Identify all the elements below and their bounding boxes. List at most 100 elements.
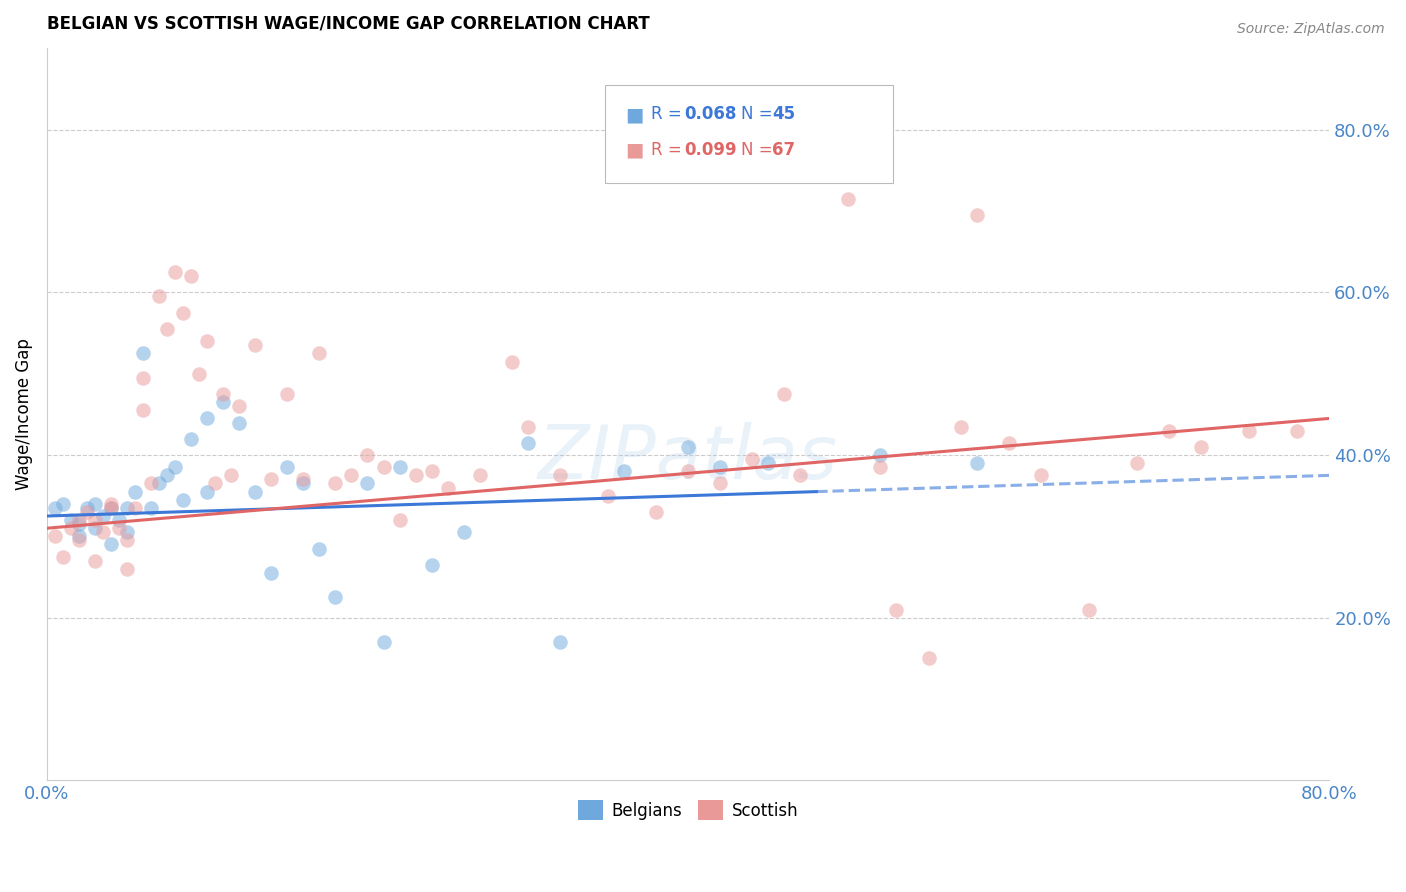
Point	[356, 448, 378, 462]
Point	[91, 508, 114, 523]
Point	[100, 497, 122, 511]
Point	[676, 440, 699, 454]
Point	[115, 500, 138, 515]
Point	[100, 537, 122, 551]
Point	[917, 651, 939, 665]
Text: R =: R =	[651, 105, 688, 123]
Point	[139, 476, 162, 491]
Point	[1157, 424, 1180, 438]
Point	[67, 529, 90, 543]
Text: N =: N =	[741, 141, 778, 159]
Point	[124, 500, 146, 515]
Point	[165, 460, 187, 475]
Point	[100, 500, 122, 515]
Point	[1126, 456, 1149, 470]
Point	[156, 322, 179, 336]
Point	[245, 338, 267, 352]
Point	[886, 602, 908, 616]
Point	[789, 468, 811, 483]
Point	[869, 448, 891, 462]
Point	[204, 476, 226, 491]
Text: 0.099: 0.099	[685, 141, 737, 159]
Point	[44, 529, 66, 543]
Point	[420, 558, 443, 572]
Point	[260, 472, 283, 486]
Point	[91, 525, 114, 540]
Point	[67, 533, 90, 548]
Point	[228, 416, 250, 430]
Point	[148, 289, 170, 303]
Point	[84, 513, 107, 527]
Point	[276, 387, 298, 401]
Point	[756, 456, 779, 470]
Point	[308, 541, 330, 556]
Point	[156, 468, 179, 483]
Point	[292, 472, 315, 486]
Point	[340, 468, 363, 483]
Text: BELGIAN VS SCOTTISH WAGE/INCOME GAP CORRELATION CHART: BELGIAN VS SCOTTISH WAGE/INCOME GAP CORR…	[46, 15, 650, 33]
Point	[516, 435, 538, 450]
Point	[84, 497, 107, 511]
Text: 67: 67	[772, 141, 794, 159]
Point	[548, 468, 571, 483]
Text: 0.068: 0.068	[685, 105, 737, 123]
Point	[52, 497, 75, 511]
Point	[132, 346, 155, 360]
Point	[132, 403, 155, 417]
Point	[966, 456, 988, 470]
Point	[405, 468, 427, 483]
Text: ZIPatlas: ZIPatlas	[538, 422, 838, 494]
Point	[949, 419, 972, 434]
Point	[436, 481, 458, 495]
Point	[84, 521, 107, 535]
Point	[1189, 440, 1212, 454]
Point	[108, 513, 131, 527]
Point	[195, 334, 218, 348]
Point	[188, 367, 211, 381]
Point	[115, 533, 138, 548]
Point	[420, 464, 443, 478]
Point	[388, 460, 411, 475]
Point	[373, 460, 395, 475]
Y-axis label: Wage/Income Gap: Wage/Income Gap	[15, 338, 32, 491]
Point	[260, 566, 283, 580]
Point	[356, 476, 378, 491]
Point	[741, 452, 763, 467]
Point	[212, 387, 235, 401]
Point	[997, 435, 1019, 450]
Point	[837, 192, 859, 206]
Point	[468, 468, 491, 483]
Point	[132, 371, 155, 385]
Point	[228, 399, 250, 413]
Point	[676, 464, 699, 478]
Point	[453, 525, 475, 540]
Point	[212, 395, 235, 409]
Point	[76, 505, 98, 519]
Point	[148, 476, 170, 491]
Point	[292, 476, 315, 491]
Point	[596, 489, 619, 503]
Point	[67, 517, 90, 532]
Point	[76, 500, 98, 515]
Point	[966, 208, 988, 222]
Point	[219, 468, 242, 483]
Point	[709, 476, 731, 491]
Point	[501, 354, 523, 368]
Point	[139, 500, 162, 515]
Point	[52, 549, 75, 564]
Point	[276, 460, 298, 475]
Point	[59, 513, 82, 527]
Text: N =: N =	[741, 105, 778, 123]
Text: R =: R =	[651, 141, 688, 159]
Point	[172, 492, 194, 507]
Point	[195, 411, 218, 425]
Text: ■: ■	[626, 105, 644, 124]
Point	[613, 464, 636, 478]
Point	[115, 562, 138, 576]
Legend: Belgians, Scottish: Belgians, Scottish	[571, 793, 806, 827]
Point	[44, 500, 66, 515]
Point	[108, 521, 131, 535]
Point	[195, 484, 218, 499]
Point	[115, 525, 138, 540]
Point	[1237, 424, 1260, 438]
